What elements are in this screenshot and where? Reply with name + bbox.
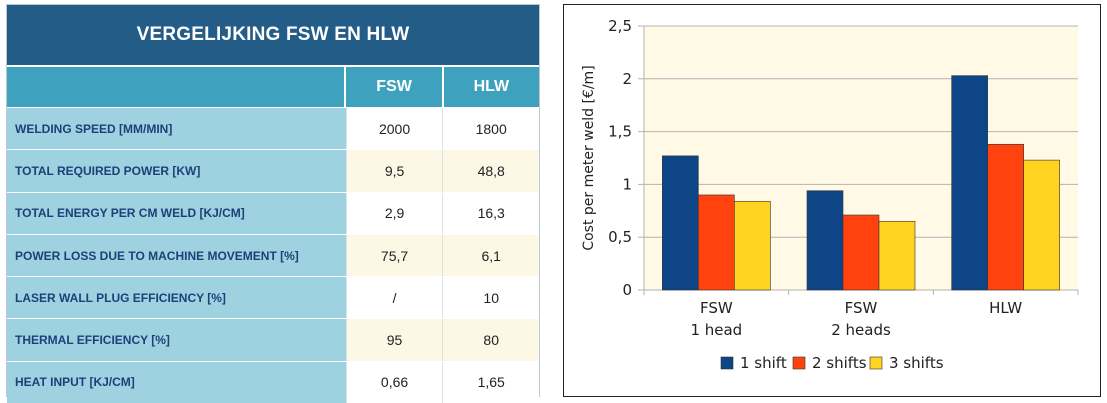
y-tick-label: 0,5 — [608, 228, 632, 246]
row-label: THERMAL EFFICIENCY [%] — [7, 319, 346, 361]
fsw-value: 2000 — [345, 108, 443, 150]
x-category-label: FSW — [845, 299, 878, 317]
row-label: POWER LOSS DUE TO MACHINE MOVEMENT [%] — [7, 234, 346, 277]
bar-1-shift-1 — [806, 190, 844, 291]
hlw-value: 48,8 — [442, 150, 540, 192]
bar-3-shifts-1 — [878, 221, 916, 291]
column-header-fsw: FSW — [344, 67, 441, 107]
fsw-value: 2,9 — [345, 192, 443, 234]
hlw-value: 1800 — [442, 108, 540, 150]
table-title: VERGELIJKING FSW EN HLW — [7, 5, 539, 65]
table-header-row: FSW HLW — [7, 65, 539, 107]
fsw-value: 0,66 — [345, 361, 443, 403]
cost-bar-chart: 0 0,5 1 1,5 2 2,5 FSW 1 head FSW 2 heads HLW Cost p… — [581, 17, 1079, 372]
legend-label-3-shifts: 3 shifts — [889, 354, 944, 372]
legend-swatch-2-shifts — [792, 356, 806, 370]
y-tick-label: 2,5 — [608, 17, 632, 35]
bar-2-shifts-1 — [842, 214, 880, 291]
hlw-value: 80 — [442, 319, 540, 361]
legend-swatch-3-shifts — [869, 356, 883, 370]
table-row: WELDING SPEED [MM/MIN] 2000 1800 — [7, 107, 540, 150]
hlw-value: 6,1 — [442, 234, 540, 277]
legend-label-2-shifts: 2 shifts — [812, 354, 867, 372]
fsw-value: 75,7 — [345, 234, 443, 277]
y-tick-label: 2 — [622, 70, 632, 88]
column-header-hlw: HLW — [441, 67, 539, 107]
x-category-label: 1 head — [690, 321, 742, 339]
legend-label-1-shift: 1 shift — [740, 354, 787, 372]
bar-1-shift-2 — [951, 75, 988, 291]
y-tick-label: 0 — [622, 281, 632, 299]
row-label: TOTAL REQUIRED POWER [KW] — [7, 150, 346, 192]
fsw-value: 95 — [345, 319, 443, 361]
table-row: TOTAL ENERGY PER CM WELD [KJ/CM] 2,9 16,… — [7, 191, 540, 234]
table-row: POWER LOSS DUE TO MACHINE MOVEMENT [%] 7… — [7, 233, 540, 277]
bar-1-shift-0 — [662, 155, 699, 291]
row-label: HEAT INPUT [KJ/CM] — [7, 361, 346, 403]
table-body: WELDING SPEED [MM/MIN] 2000 1800 TOTAL R… — [7, 107, 540, 403]
fsw-value: / — [345, 277, 443, 319]
table-row: THERMAL EFFICIENCY [%] 95 80 — [7, 318, 540, 361]
row-label: LASER WALL PLUG EFFICIENCY [%] — [7, 277, 346, 319]
bar-2-shifts-0 — [698, 194, 735, 291]
legend-swatch-1-shift — [720, 356, 734, 370]
comparison-table: VERGELIJKING FSW EN HLW FSW HLW WELDING … — [6, 4, 540, 403]
table-row: HEAT INPUT [KJ/CM] 0,66 1,65 — [7, 360, 540, 403]
header-empty-cell — [7, 67, 344, 107]
row-label: TOTAL ENERGY PER CM WELD [KJ/CM] — [7, 192, 346, 234]
row-label: WELDING SPEED [MM/MIN] — [7, 108, 346, 150]
table-row: LASER WALL PLUG EFFICIENCY [%] / 10 — [7, 276, 540, 319]
y-tick-label: 1,5 — [608, 123, 632, 141]
x-category-label: HLW — [989, 299, 1022, 317]
hlw-value: 10 — [442, 277, 540, 319]
cost-chart-panel: 0 0,5 1 1,5 2 2,5 FSW 1 head FSW 2 heads HLW Cost p… — [563, 4, 1101, 397]
bar-3-shifts-2 — [1023, 159, 1060, 291]
x-category-label: FSW — [700, 299, 733, 317]
y-tick-label: 1 — [622, 175, 632, 193]
bar-3-shifts-0 — [734, 200, 771, 291]
hlw-value: 1,65 — [442, 361, 540, 403]
bar-2-shifts-2 — [987, 143, 1024, 291]
x-category-label: 2 heads — [831, 321, 891, 339]
hlw-value: 16,3 — [442, 192, 540, 234]
table-row: TOTAL REQUIRED POWER [KW] 9,5 48,8 — [7, 149, 540, 192]
y-axis-label: Cost per meter weld [€/m] — [581, 65, 597, 250]
fsw-value: 9,5 — [345, 150, 443, 192]
